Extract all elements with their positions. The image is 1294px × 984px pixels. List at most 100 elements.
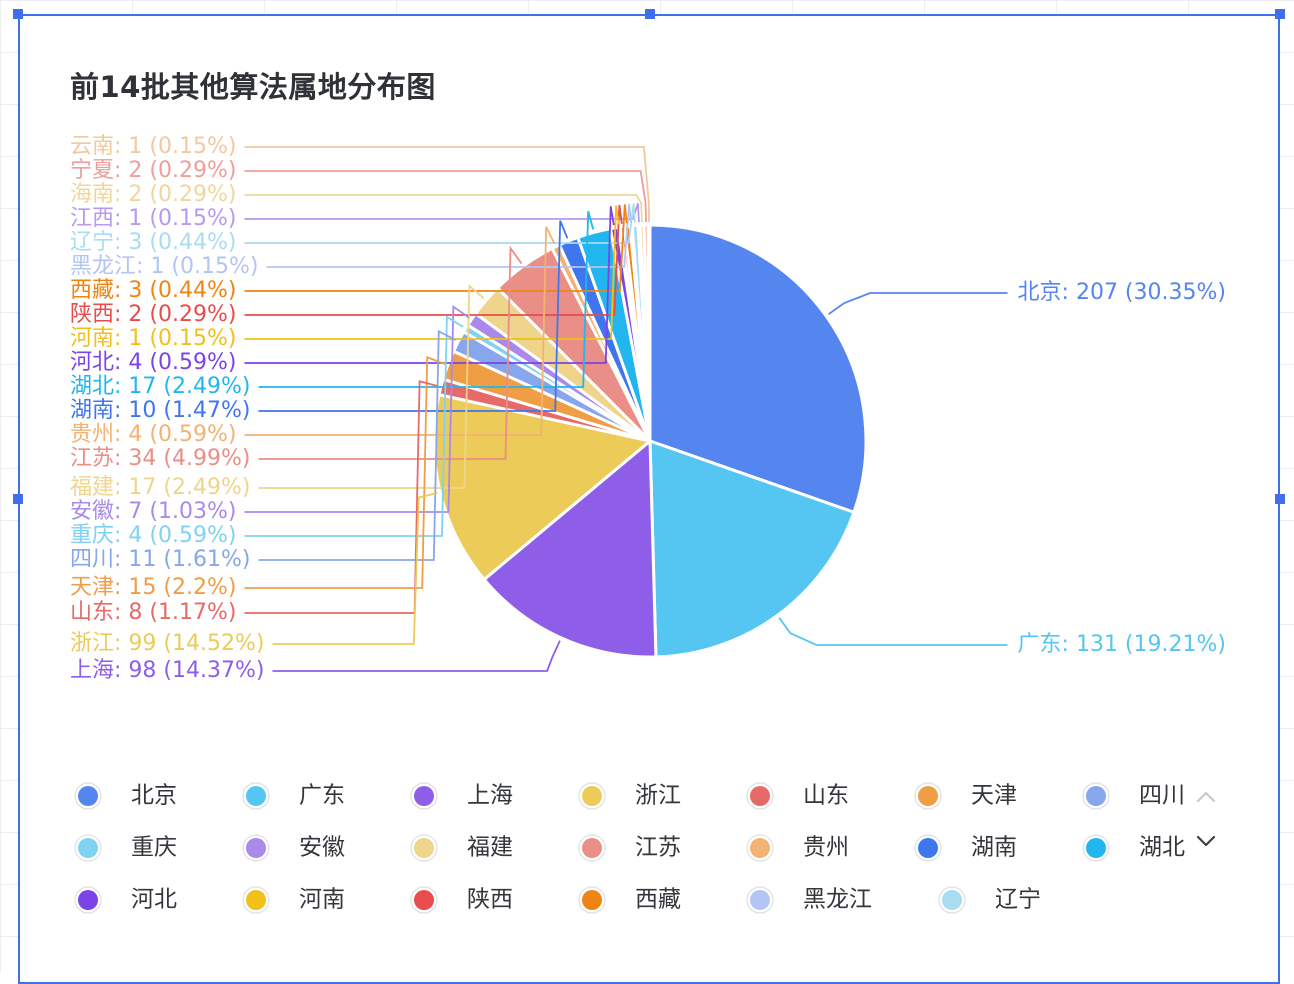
legend-marker	[414, 838, 434, 858]
legend-item-13[interactable]: 湖北	[1082, 834, 1185, 862]
slice-label-18: 黑龙江: 1 (0.15%)	[70, 254, 258, 279]
leader-line-6	[258, 329, 457, 561]
slice-label-23: 云南: 1 (0.15%)	[70, 134, 236, 159]
slice-label-13: 湖北: 17 (2.49%)	[70, 374, 250, 399]
legend-page-down-button[interactable]	[1186, 826, 1226, 856]
legend-label: 湖南	[971, 835, 1017, 861]
legend-item-6[interactable]: 四川	[1082, 782, 1185, 810]
pie-slice-2[interactable]	[482, 439, 658, 659]
leader-line-4	[244, 380, 439, 614]
legend-item-7[interactable]: 重庆	[74, 834, 177, 862]
slice-label-8: 安徽: 7 (1.03%)	[70, 499, 236, 524]
leader-line-11	[244, 226, 556, 436]
leader-line-2	[272, 640, 561, 672]
slice-label-15: 河南: 1 (0.15%)	[70, 326, 236, 351]
leader-line-7	[244, 315, 464, 537]
leader-line-3	[272, 492, 438, 645]
slice-label-17: 西藏: 3 (0.44%)	[70, 278, 236, 303]
leader-line-8	[244, 305, 470, 513]
legend-item-3[interactable]: 浙江	[578, 782, 681, 810]
leader-line-18	[266, 203, 632, 268]
leader-line-22	[244, 170, 647, 223]
resize-handle-left[interactable]	[13, 494, 23, 504]
legend-item-1[interactable]: 广东	[242, 782, 345, 810]
slice-label-3: 浙江: 99 (14.52%)	[70, 631, 264, 656]
legend-item-11[interactable]: 贵州	[746, 834, 849, 862]
legend-label: 上海	[467, 783, 513, 809]
slice-label-22: 宁夏: 2 (0.29%)	[70, 158, 236, 183]
legend-marker	[246, 838, 266, 858]
legend-item-9[interactable]: 福建	[410, 834, 513, 862]
legend-label: 西藏	[635, 887, 681, 913]
pie-slice-23[interactable]	[646, 223, 652, 443]
legend-label: 四川	[1139, 783, 1185, 809]
chart-title: 前14批其他算法属地分布图	[70, 70, 436, 104]
legend-item-2[interactable]: 上海	[410, 782, 513, 810]
slice-label-14: 河北: 4 (0.59%)	[70, 350, 236, 375]
legend-marker	[750, 786, 770, 806]
leader-line-14	[244, 206, 615, 364]
label-leader-lines	[244, 146, 1008, 672]
leader-line-12	[258, 220, 569, 412]
legend-marker	[78, 890, 98, 910]
legend-item-4[interactable]: 山东	[746, 782, 849, 810]
legend-label: 福建	[467, 835, 513, 861]
legend-item-19[interactable]: 辽宁	[938, 886, 1041, 914]
slice-label-2: 上海: 98 (14.37%)	[70, 658, 264, 683]
legend-label: 天津	[971, 783, 1017, 809]
legend-marker	[918, 786, 938, 806]
legend-item-8[interactable]: 安徽	[242, 834, 345, 862]
pie-slice-0[interactable]	[648, 223, 868, 514]
leader-line-10	[258, 245, 523, 460]
resize-handle-top-right[interactable]	[1275, 9, 1285, 19]
leader-line-19	[244, 203, 636, 244]
legend-item-17[interactable]: 西藏	[578, 886, 681, 914]
legend-marker	[582, 890, 602, 910]
legend-item-14[interactable]: 河北	[74, 886, 177, 914]
legend-label: 湖北	[1139, 835, 1185, 861]
slice-labels: 云南: 1 (0.15%)宁夏: 2 (0.29%)海南: 2 (0.29%)江…	[70, 134, 1226, 683]
legend-item-15[interactable]: 河南	[242, 886, 345, 914]
pie-slices	[432, 223, 868, 659]
legend-label: 浙江	[635, 783, 681, 809]
slice-label-7: 重庆: 4 (0.59%)	[70, 523, 236, 548]
slice-label-5: 天津: 15 (2.2%)	[70, 575, 236, 600]
legend-item-16[interactable]: 陕西	[410, 886, 513, 914]
legend-item-12[interactable]: 湖南	[914, 834, 1017, 862]
legend-item-10[interactable]: 江苏	[578, 834, 681, 862]
leader-line-1	[778, 617, 1008, 646]
legend-marker	[414, 786, 434, 806]
legend-label: 辽宁	[995, 887, 1041, 913]
resize-handle-top-left[interactable]	[13, 9, 23, 19]
leader-line-0	[828, 292, 1008, 315]
legend-marker	[942, 890, 962, 910]
resize-handle-right[interactable]	[1275, 494, 1285, 504]
slice-label-1: 广东: 131 (19.21%)	[1018, 632, 1226, 657]
slice-label-10: 江苏: 34 (4.99%)	[70, 446, 250, 471]
legend-item-0[interactable]: 北京	[74, 782, 177, 810]
leader-line-23	[244, 146, 650, 223]
legend-label: 黑龙江	[803, 887, 872, 913]
legend-item-5[interactable]: 天津	[914, 782, 1017, 810]
leader-line-16	[244, 204, 623, 316]
leader-line-5	[244, 356, 446, 589]
legend-marker	[246, 890, 266, 910]
slice-label-19: 辽宁: 3 (0.44%)	[70, 230, 236, 255]
slice-label-11: 贵州: 4 (0.59%)	[70, 422, 236, 447]
legend-item-18[interactable]: 黑龙江	[746, 886, 872, 914]
legend-label: 广东	[299, 783, 345, 809]
legend-marker	[414, 890, 434, 910]
pie-slice-1[interactable]	[648, 439, 856, 659]
slice-label-21: 海南: 2 (0.29%)	[70, 182, 236, 207]
leader-line-9	[258, 284, 485, 489]
slice-label-9: 福建: 17 (2.49%)	[70, 475, 250, 500]
legend-marker	[1086, 838, 1106, 858]
legend-page-up-button[interactable]	[1186, 782, 1226, 812]
resize-handle-top[interactable]	[645, 9, 655, 19]
legend-label: 安徽	[299, 835, 345, 861]
leader-line-20	[244, 203, 640, 223]
chevron-up-icon	[1196, 791, 1216, 803]
slice-label-20: 江西: 1 (0.15%)	[70, 206, 236, 231]
